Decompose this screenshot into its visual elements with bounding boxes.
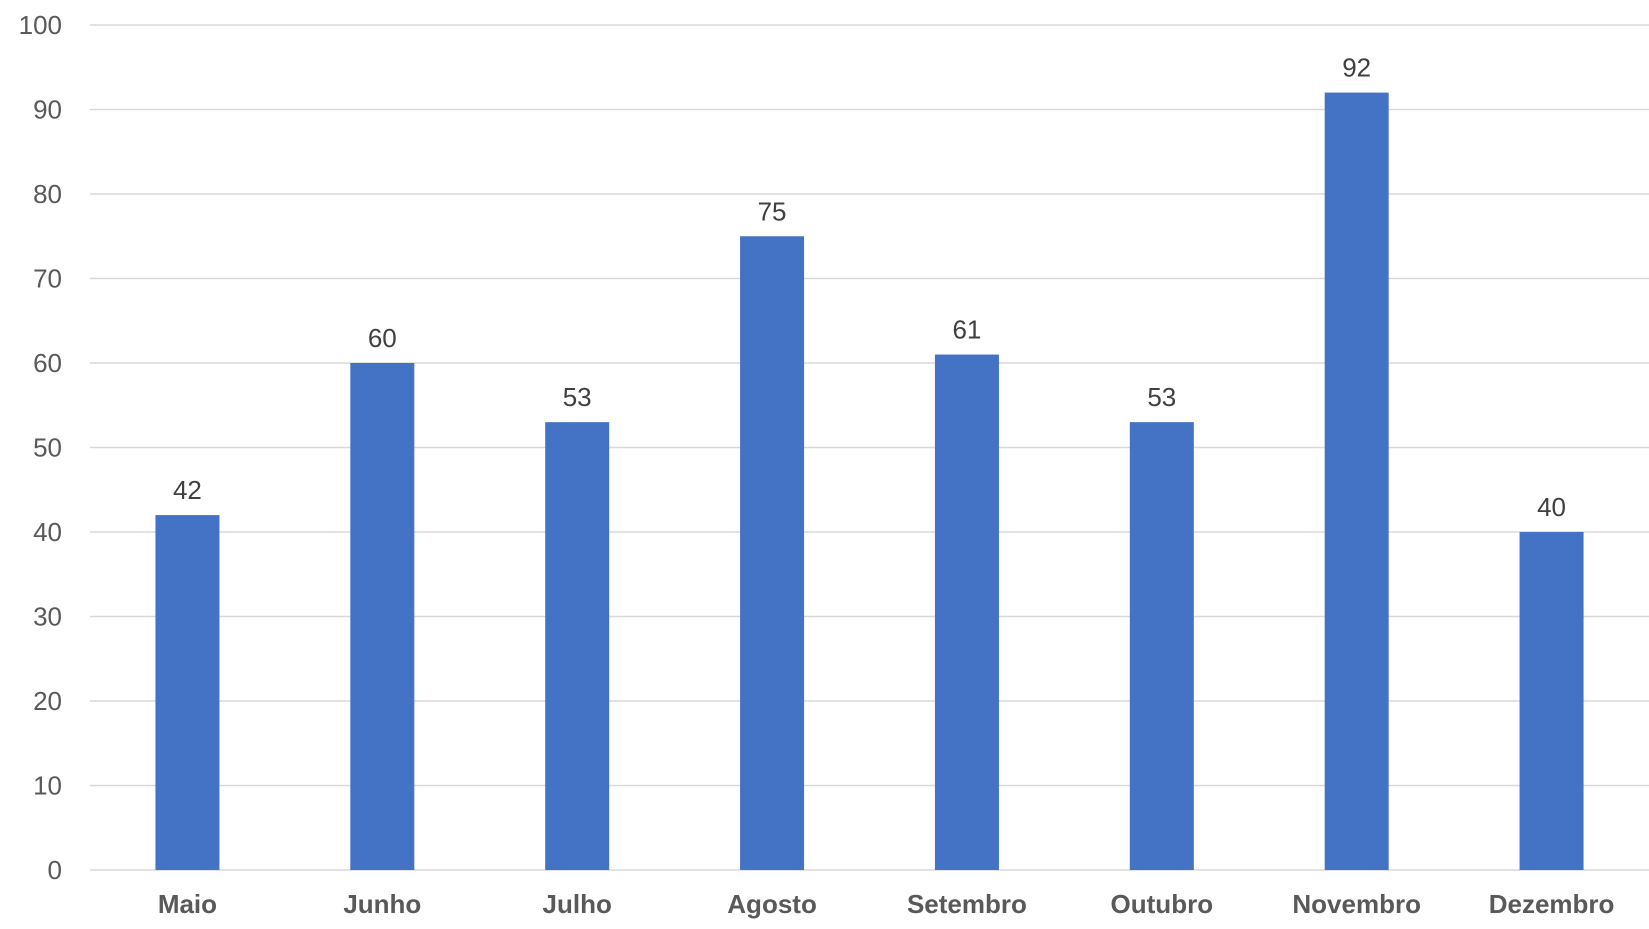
y-tick-label: 20 bbox=[33, 686, 62, 716]
y-tick-label: 0 bbox=[48, 855, 62, 885]
gridlines bbox=[90, 24, 1649, 787]
x-tick-label: Julho bbox=[543, 889, 612, 919]
y-tick-label: 30 bbox=[33, 602, 62, 632]
x-tick-label: Outubro bbox=[1111, 889, 1214, 919]
data-labels: 42 60 53 75 61 53 92 40 bbox=[173, 53, 1566, 522]
x-tick-label: Setembro bbox=[907, 889, 1027, 919]
y-axis: 0 10 20 30 40 50 60 70 80 90 100 bbox=[19, 10, 1649, 885]
bars bbox=[155, 92, 1584, 871]
y-tick-label: 50 bbox=[33, 433, 62, 463]
bar-value-label: 42 bbox=[173, 475, 202, 505]
y-tick-label: 40 bbox=[33, 517, 62, 547]
x-axis: Maio Junho Julho Agosto Setembro Outubro Novem… bbox=[158, 889, 1615, 919]
x-tick-label: Junho bbox=[343, 889, 421, 919]
bar bbox=[1324, 92, 1389, 871]
y-tick-label: 60 bbox=[33, 348, 62, 378]
bar-value-label: 75 bbox=[758, 196, 787, 226]
bar-value-label: 53 bbox=[1147, 382, 1176, 412]
bar-value-label: 60 bbox=[368, 323, 397, 353]
bar bbox=[1129, 422, 1194, 870]
bar-value-label: 40 bbox=[1537, 492, 1566, 522]
y-tick-label: 70 bbox=[33, 264, 62, 294]
bar-value-label: 53 bbox=[563, 382, 592, 412]
bar bbox=[934, 354, 999, 870]
x-tick-label: Agosto bbox=[727, 889, 817, 919]
bar bbox=[740, 236, 805, 870]
bar bbox=[155, 515, 220, 870]
bar-value-label: 92 bbox=[1342, 53, 1371, 83]
bar bbox=[545, 422, 610, 870]
y-tick-label: 90 bbox=[33, 95, 62, 125]
y-tick-label: 80 bbox=[33, 179, 62, 209]
bar-value-label: 61 bbox=[952, 315, 981, 345]
y-tick-label: 10 bbox=[33, 771, 62, 801]
x-tick-label: Maio bbox=[158, 889, 217, 919]
x-tick-label: Novembro bbox=[1292, 889, 1421, 919]
x-tick-label: Dezembro bbox=[1489, 889, 1615, 919]
y-tick-label: 100 bbox=[19, 10, 62, 40]
bar bbox=[350, 363, 415, 870]
bar bbox=[1519, 532, 1584, 870]
